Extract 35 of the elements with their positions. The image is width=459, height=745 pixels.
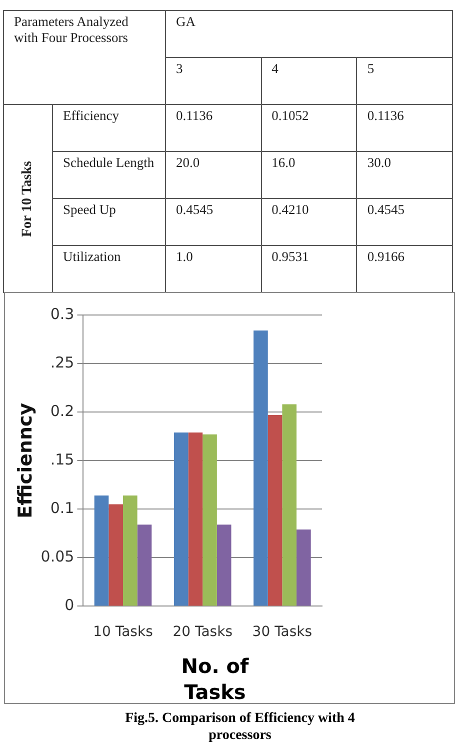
x-tick-label: 10 Tasks	[93, 624, 153, 640]
y-tick-label: Efficiency	[52, 104, 166, 152]
y-tick-label: .25	[50, 353, 74, 372]
data-label: 20.0	[166, 152, 262, 198]
x-axis-title: GA	[166, 10, 452, 58]
data-label: 0.9166	[356, 246, 452, 292]
y-tick-label: 0.05	[40, 548, 74, 566]
y-tick-label: 0.1	[50, 499, 74, 518]
chart-title: Parameters Analyzed with Four Processors	[4, 10, 166, 104]
y-tick-label: Utilization	[52, 246, 166, 292]
data-label: 0.4210	[261, 198, 357, 246]
data-label: 0.4545	[356, 198, 452, 246]
y-axis-title: For 10 Tasks	[20, 160, 36, 236]
x-tick-label: 30 Tasks	[252, 624, 312, 640]
y-axis-title: Efficienncy	[14, 402, 36, 518]
data-label: 0.1136	[166, 104, 262, 152]
y-tick-label: .15	[50, 450, 74, 468]
caption: Fig.5. Comparison of Efficiency with 4 processors	[124, 710, 356, 744]
data-label: 1.0	[166, 246, 262, 292]
y-tick-label: Schedule Length	[52, 152, 166, 198]
y-tick-label: 0	[64, 596, 74, 614]
data-label: 30.0	[356, 152, 452, 198]
x-tick-label: 4	[261, 58, 357, 104]
data-label: 0.1136	[356, 104, 452, 152]
y-tick-label: Speed Up	[52, 198, 166, 246]
data-label: 0.9531	[261, 246, 357, 292]
x-tick-label: 20 Tasks	[172, 624, 232, 640]
y-tick-label: 0.3	[50, 304, 74, 323]
x-axis-title: No. of Tasks	[180, 653, 250, 705]
data-label: 16.0	[261, 152, 357, 198]
x-tick-label: 3	[166, 58, 262, 104]
data-label: 0.4545	[166, 198, 262, 246]
x-tick-label: 5	[356, 58, 452, 104]
data-label: 0.1052	[261, 104, 357, 152]
y-tick-label: 0.2	[50, 402, 74, 420]
